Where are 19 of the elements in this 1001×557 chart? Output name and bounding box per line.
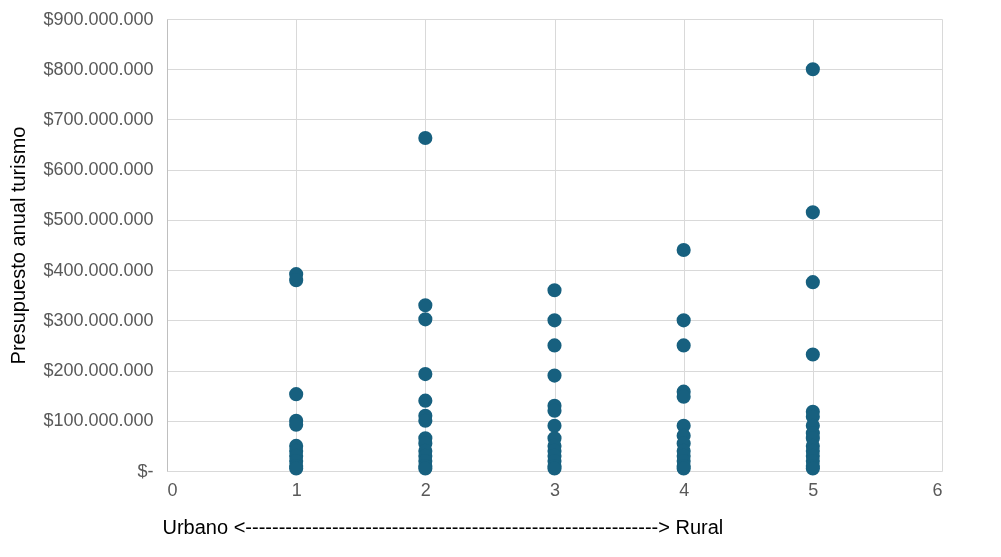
y-tick-label: $300.000.000: [43, 309, 154, 330]
x-tick-label: 2: [420, 479, 431, 500]
y-tick-label: $500.000.000: [43, 209, 154, 230]
x-tick-label: 0: [167, 479, 178, 500]
y-tick-label: $600.000.000: [43, 159, 154, 180]
y-tick-label: $100.000.000: [43, 410, 154, 431]
x-tick-label: 1: [291, 479, 302, 500]
x-tick-label: 4: [679, 479, 690, 500]
y-tick-label: $800.000.000: [43, 58, 154, 79]
y-tick-label: $200.000.000: [43, 360, 154, 381]
x-tick-label: 5: [808, 479, 819, 500]
y-tick-label: $900.000.000: [43, 8, 154, 29]
y-tick-label: $400.000.000: [43, 259, 154, 280]
x-tick-label: 6: [932, 479, 943, 500]
y-tick-label: $-: [137, 460, 154, 481]
x-tick-label: 3: [549, 479, 561, 500]
y-tick-label: $700.000.000: [43, 108, 154, 129]
x-axis-title: Urbano <--------------------------------------------------------------> Rural: [162, 515, 724, 538]
y-axis-title: Presupuesto anual turismo: [7, 126, 30, 365]
